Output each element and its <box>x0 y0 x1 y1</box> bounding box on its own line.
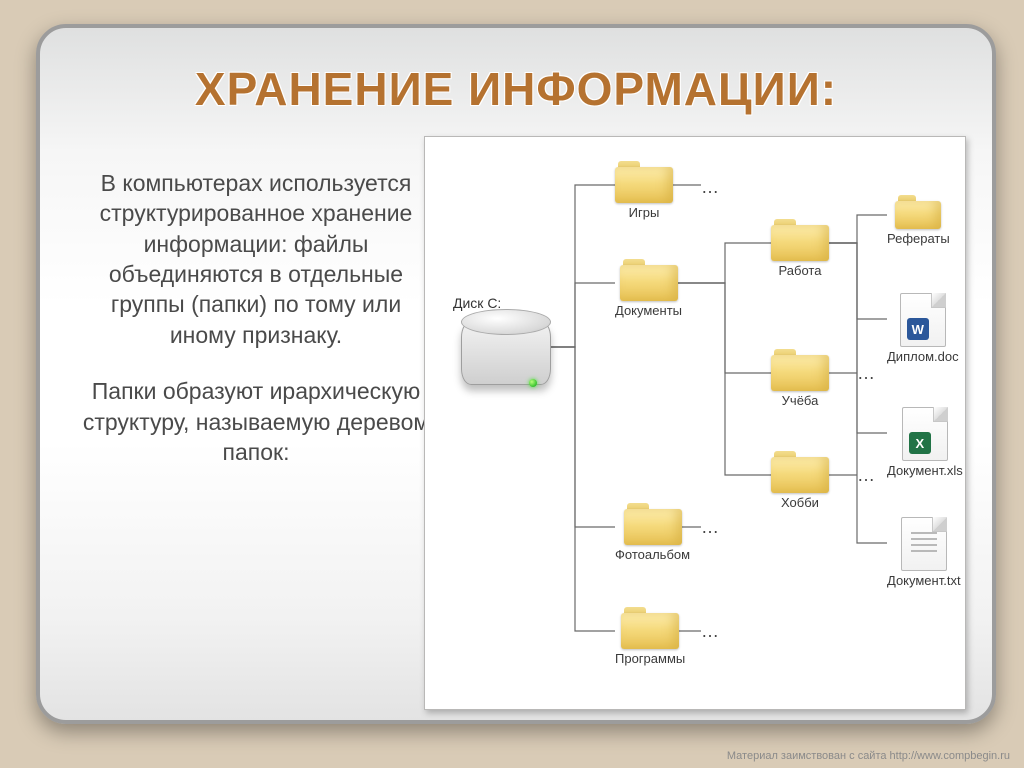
folder-games: Игры <box>615 161 673 220</box>
ellipsis-icon: … <box>857 363 877 384</box>
excel-file-icon: X <box>902 407 948 461</box>
folder-referaty: Рефераты <box>887 195 950 246</box>
file-label: Диплом.doc <box>887 349 959 364</box>
page-background: ХРАНЕНИЕ ИНФОРМАЦИИ: В компьютерах испол… <box>0 0 1024 768</box>
folder-label: Хобби <box>771 495 829 510</box>
file-label: Документ.txt <box>887 573 961 588</box>
folder-label: Игры <box>615 205 673 220</box>
folder-label: Рефераты <box>887 231 950 246</box>
ellipsis-icon: … <box>857 465 877 486</box>
folder-icon <box>620 259 678 301</box>
credit-text: Материал заимствован с сайта http://www.… <box>727 750 1010 762</box>
folder-label: Фотоальбом <box>615 547 690 562</box>
paragraph-1: В компьютерах используется структурирова… <box>76 168 436 350</box>
paragraph-2: Папки образуют ирархическую структуру, н… <box>76 376 436 467</box>
connectors <box>425 137 965 709</box>
file-document-txt: Документ.txt <box>887 517 961 588</box>
word-file-icon: W <box>900 293 946 347</box>
folder-documents: Документы <box>615 259 682 318</box>
folder-icon <box>624 503 682 545</box>
folder-tree-diagram: Диск C: Игры … Документы Фотоальбом … <box>424 136 966 710</box>
ellipsis-icon: … <box>701 621 721 642</box>
folder-icon <box>771 219 829 261</box>
slide-title: ХРАНЕНИЕ ИНФОРМАЦИИ: <box>40 62 992 116</box>
folder-icon <box>771 349 829 391</box>
file-diplom-doc: W Диплом.doc <box>887 293 959 364</box>
folder-photoalbum: Фотоальбом <box>615 503 690 562</box>
folder-icon <box>895 195 941 229</box>
file-label: Документ.xls <box>887 463 963 478</box>
ellipsis-icon: … <box>701 517 721 538</box>
text-file-icon <box>901 517 947 571</box>
disk-icon <box>459 309 551 397</box>
folder-label: Программы <box>615 651 685 666</box>
folder-programs: Программы <box>615 607 685 666</box>
folder-label: Учёба <box>771 393 829 408</box>
slide-frame: ХРАНЕНИЕ ИНФОРМАЦИИ: В компьютерах испол… <box>36 24 996 724</box>
folder-hobby: Хобби <box>771 451 829 510</box>
folder-label: Работа <box>771 263 829 278</box>
body-text: В компьютерах используется структурирова… <box>76 168 436 493</box>
folder-icon <box>621 607 679 649</box>
ellipsis-icon: … <box>701 177 721 198</box>
folder-icon <box>771 451 829 493</box>
folder-label: Документы <box>615 303 682 318</box>
file-document-xls: X Документ.xls <box>887 407 963 478</box>
folder-study: Учёба <box>771 349 829 408</box>
folder-icon <box>615 161 673 203</box>
folder-work: Работа <box>771 219 829 278</box>
